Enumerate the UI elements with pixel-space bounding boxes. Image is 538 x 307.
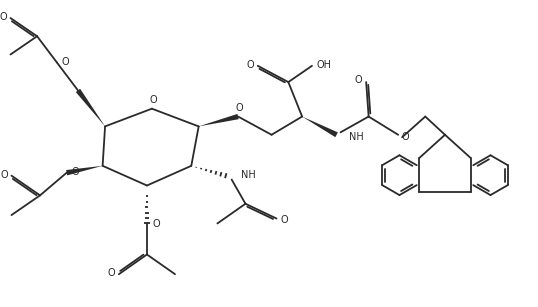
Text: O: O [152, 220, 160, 229]
Text: NH: NH [240, 170, 256, 180]
Text: O: O [355, 75, 363, 85]
Text: O: O [246, 60, 254, 70]
Text: OH: OH [316, 60, 331, 70]
Text: NH: NH [349, 132, 364, 142]
Text: O: O [108, 268, 115, 278]
Text: O: O [149, 95, 157, 105]
Text: O: O [280, 215, 288, 224]
Polygon shape [302, 117, 338, 137]
Polygon shape [76, 89, 105, 126]
Polygon shape [66, 166, 103, 175]
Text: O: O [62, 57, 69, 67]
Text: O: O [402, 132, 409, 142]
Text: O: O [0, 12, 7, 22]
Text: O: O [235, 103, 243, 113]
Text: O: O [1, 170, 8, 180]
Text: O: O [72, 167, 79, 177]
Polygon shape [199, 114, 239, 126]
